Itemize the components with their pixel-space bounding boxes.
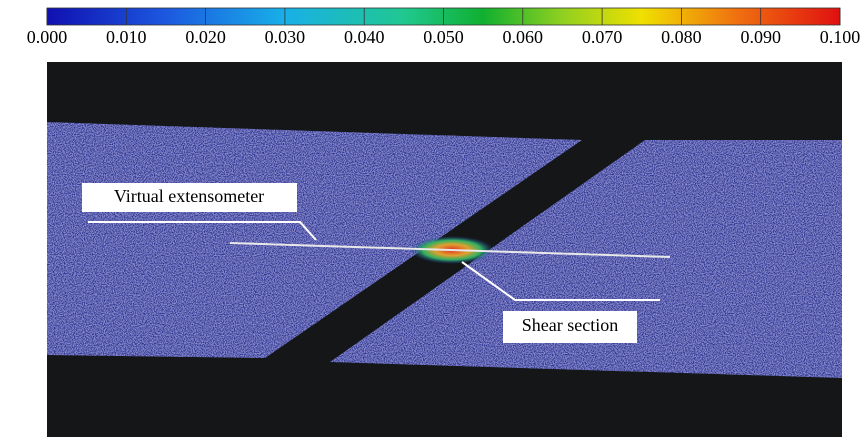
colorbar: 0.000 0.010 0.020 0.030 0.040 0.050 0.060 0.070… [27,8,861,47]
tick-label: 0.030 [265,27,306,47]
tick-label: 0.020 [185,27,226,47]
annotation: Virtual extensometer [114,186,264,206]
tick-label: 0.070 [582,27,623,47]
tick-label: 0.040 [344,27,385,47]
figure: 0.000 0.010 0.020 0.030 0.040 0.050 0.060 0.070… [0,0,865,439]
tick-label: 0.050 [423,27,464,47]
tick-label: 0.010 [106,27,147,47]
tick-label: 0.090 [740,27,781,47]
tick-label: 0.000 [27,27,68,47]
tick-label: 0.100 [820,27,861,47]
tick-label: 0.060 [503,27,544,47]
tick-label: 0.080 [661,27,702,47]
annotation: Shear section [522,315,618,335]
photo: Virtual extensometer Shear section [47,62,842,437]
